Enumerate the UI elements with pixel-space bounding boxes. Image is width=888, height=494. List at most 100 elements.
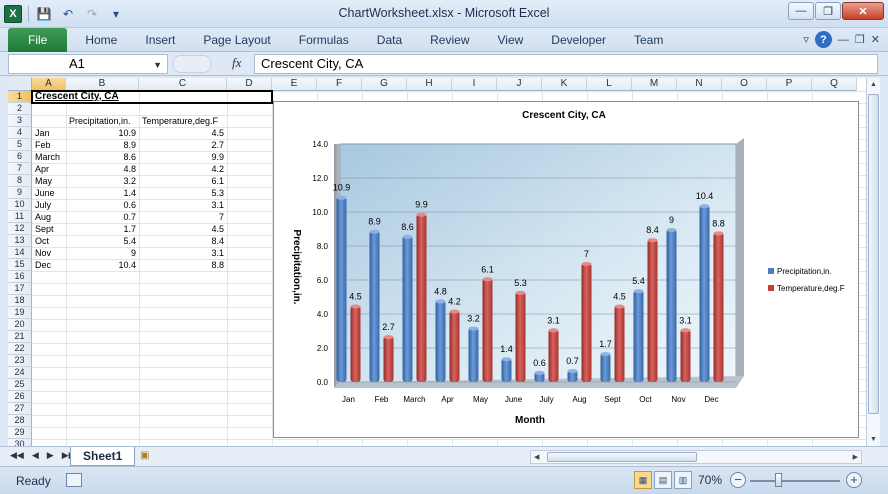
- name-box[interactable]: A1 ▼: [8, 54, 168, 74]
- tab-home[interactable]: Home: [85, 33, 118, 47]
- row-header-13[interactable]: 13: [8, 235, 32, 247]
- cell-temperature[interactable]: 9.9: [211, 152, 224, 162]
- zoom-slider-track[interactable]: [750, 480, 840, 482]
- minimize-button[interactable]: —: [788, 2, 814, 20]
- row-header-28[interactable]: 28: [8, 415, 32, 427]
- scroll-down-icon[interactable]: ▼: [870, 436, 877, 443]
- cell-month[interactable]: Dec: [35, 260, 52, 270]
- cell-temperature[interactable]: 4.5: [211, 128, 224, 138]
- column-header-g[interactable]: G: [362, 78, 407, 91]
- cell-temperature[interactable]: 3.1: [211, 248, 224, 258]
- vertical-scroll-thumb[interactable]: [868, 94, 879, 414]
- name-box-dropdown-icon[interactable]: ▼: [153, 60, 162, 70]
- insert-sheet-icon[interactable]: ▣: [140, 450, 150, 461]
- cell-precipitation[interactable]: 3.2: [123, 176, 136, 186]
- prev-sheet-icon[interactable]: ◀: [31, 450, 39, 460]
- tab-insert[interactable]: Insert: [145, 33, 176, 47]
- cell-month[interactable]: Aug: [35, 212, 52, 222]
- row-header-15[interactable]: 15: [8, 259, 32, 271]
- cell-temperature[interactable]: 8.8: [211, 260, 224, 270]
- cell-month[interactable]: May: [35, 176, 53, 186]
- row-header-20[interactable]: 20: [8, 319, 32, 331]
- zoom-in-button[interactable]: +: [846, 472, 862, 488]
- cell-precipitation[interactable]: 8.9: [123, 140, 136, 150]
- row-header-12[interactable]: 12: [8, 223, 32, 235]
- collapse-ribbon-icon[interactable]: ▿: [803, 34, 809, 46]
- cell-precipitation[interactable]: 0.6: [123, 200, 136, 210]
- worksheet-grid[interactable]: A B C D E F G H I J K L M N O P Q 1 2 3 4 5 6 7 8 9 10 11 12 13 14 15 16…: [8, 78, 880, 446]
- column-header-m[interactable]: M: [632, 78, 677, 91]
- row-header-26[interactable]: 26: [8, 391, 32, 403]
- tab-team[interactable]: Team: [634, 33, 664, 47]
- page-break-preview-icon[interactable]: ▥: [674, 471, 692, 489]
- cell-month[interactable]: July: [35, 200, 52, 210]
- chart-object[interactable]: 0.0 2.0 4.0 6.0 8.0 10.0 12.0 14.0 10.9 4.5 Jan 8.9…: [273, 101, 859, 438]
- cell-precipitation[interactable]: 5.4: [123, 236, 136, 246]
- row-header-27[interactable]: 27: [8, 403, 32, 415]
- row-header-14[interactable]: 14: [8, 247, 32, 259]
- cell-temperature[interactable]: 3.1: [211, 200, 224, 210]
- tab-developer[interactable]: Developer: [551, 33, 606, 47]
- normal-view-icon[interactable]: ▦: [634, 471, 652, 489]
- cell-temperature[interactable]: 4.2: [211, 164, 224, 174]
- row-header-29[interactable]: 29: [8, 427, 32, 439]
- cell-precipitation[interactable]: 0.7: [123, 212, 136, 222]
- cell-precipitation[interactable]: 1.4: [123, 188, 136, 198]
- tab-formulas[interactable]: Formulas: [298, 33, 349, 47]
- row-header-30[interactable]: 30: [8, 439, 32, 446]
- cell-month[interactable]: Nov: [35, 248, 52, 258]
- first-sheet-icon[interactable]: ◀◀: [10, 450, 24, 460]
- cell-month[interactable]: Sept: [35, 224, 54, 234]
- horizontal-scrollbar[interactable]: ◀ ▶: [530, 450, 862, 464]
- cell-precipitation[interactable]: 1.7: [123, 224, 136, 234]
- column-header-k[interactable]: K: [542, 78, 587, 91]
- cell-temperature[interactable]: 2.7: [211, 140, 224, 150]
- tab-page-layout[interactable]: Page Layout: [203, 33, 271, 47]
- row-header-2[interactable]: 2: [8, 103, 32, 115]
- row-header-24[interactable]: 24: [8, 367, 32, 379]
- cell-precipitation[interactable]: 10.9: [118, 128, 136, 138]
- cell-month[interactable]: Apr: [35, 164, 50, 174]
- column-header-q[interactable]: Q: [812, 78, 857, 91]
- zoom-slider-thumb[interactable]: [775, 473, 782, 487]
- cell-month[interactable]: Oct: [35, 236, 50, 246]
- macro-recording-icon[interactable]: [66, 473, 82, 487]
- cell-precipitation[interactable]: 9: [130, 248, 136, 258]
- row-header-6[interactable]: 6: [8, 151, 32, 163]
- cell-temperature[interactable]: 8.4: [211, 236, 224, 246]
- row-header-8[interactable]: 8: [8, 175, 32, 187]
- sheet-tab-sheet1[interactable]: Sheet1: [70, 447, 136, 466]
- column-header-n[interactable]: N: [677, 78, 722, 91]
- cell-temperature[interactable]: 7: [218, 212, 224, 222]
- cell-temperature[interactable]: 5.3: [211, 188, 224, 198]
- cell-b3[interactable]: Precipitation,in.: [69, 116, 131, 126]
- cell-precipitation[interactable]: 10.4: [118, 260, 136, 270]
- scroll-right-icon[interactable]: ▶: [852, 454, 858, 461]
- close-button[interactable]: ✕: [842, 2, 884, 20]
- cell-precipitation[interactable]: 8.6: [123, 152, 136, 162]
- column-header-e[interactable]: E: [272, 78, 317, 91]
- row-header-19[interactable]: 19: [8, 307, 32, 319]
- undo-icon[interactable]: ↶: [62, 7, 74, 21]
- cell-c3[interactable]: Temperature,deg.F: [142, 116, 219, 126]
- vertical-scrollbar[interactable]: ▲ ▼: [866, 78, 880, 446]
- row-header-25[interactable]: 25: [8, 379, 32, 391]
- row-header-7[interactable]: 7: [8, 163, 32, 175]
- last-sheet-icon[interactable]: ▶▶: [61, 450, 76, 460]
- zoom-level[interactable]: 70%: [698, 473, 723, 487]
- next-sheet-icon[interactable]: ▶: [46, 450, 54, 460]
- row-header-10[interactable]: 10: [8, 199, 32, 211]
- column-header-h[interactable]: H: [407, 78, 452, 91]
- redo-icon[interactable]: ↷: [86, 7, 98, 21]
- page-layout-view-icon[interactable]: ▤: [654, 471, 672, 489]
- row-header-1[interactable]: 1: [8, 91, 32, 103]
- column-header-f[interactable]: F: [317, 78, 362, 91]
- scroll-up-icon[interactable]: ▲: [870, 81, 877, 88]
- workbook-minimize-button[interactable]: —: [837, 33, 849, 46]
- row-header-17[interactable]: 17: [8, 283, 32, 295]
- cell-month[interactable]: Jan: [35, 128, 50, 138]
- row-header-16[interactable]: 16: [8, 271, 32, 283]
- excel-app-icon[interactable]: X: [4, 5, 22, 23]
- row-header-22[interactable]: 22: [8, 343, 32, 355]
- tab-review[interactable]: Review: [430, 33, 470, 47]
